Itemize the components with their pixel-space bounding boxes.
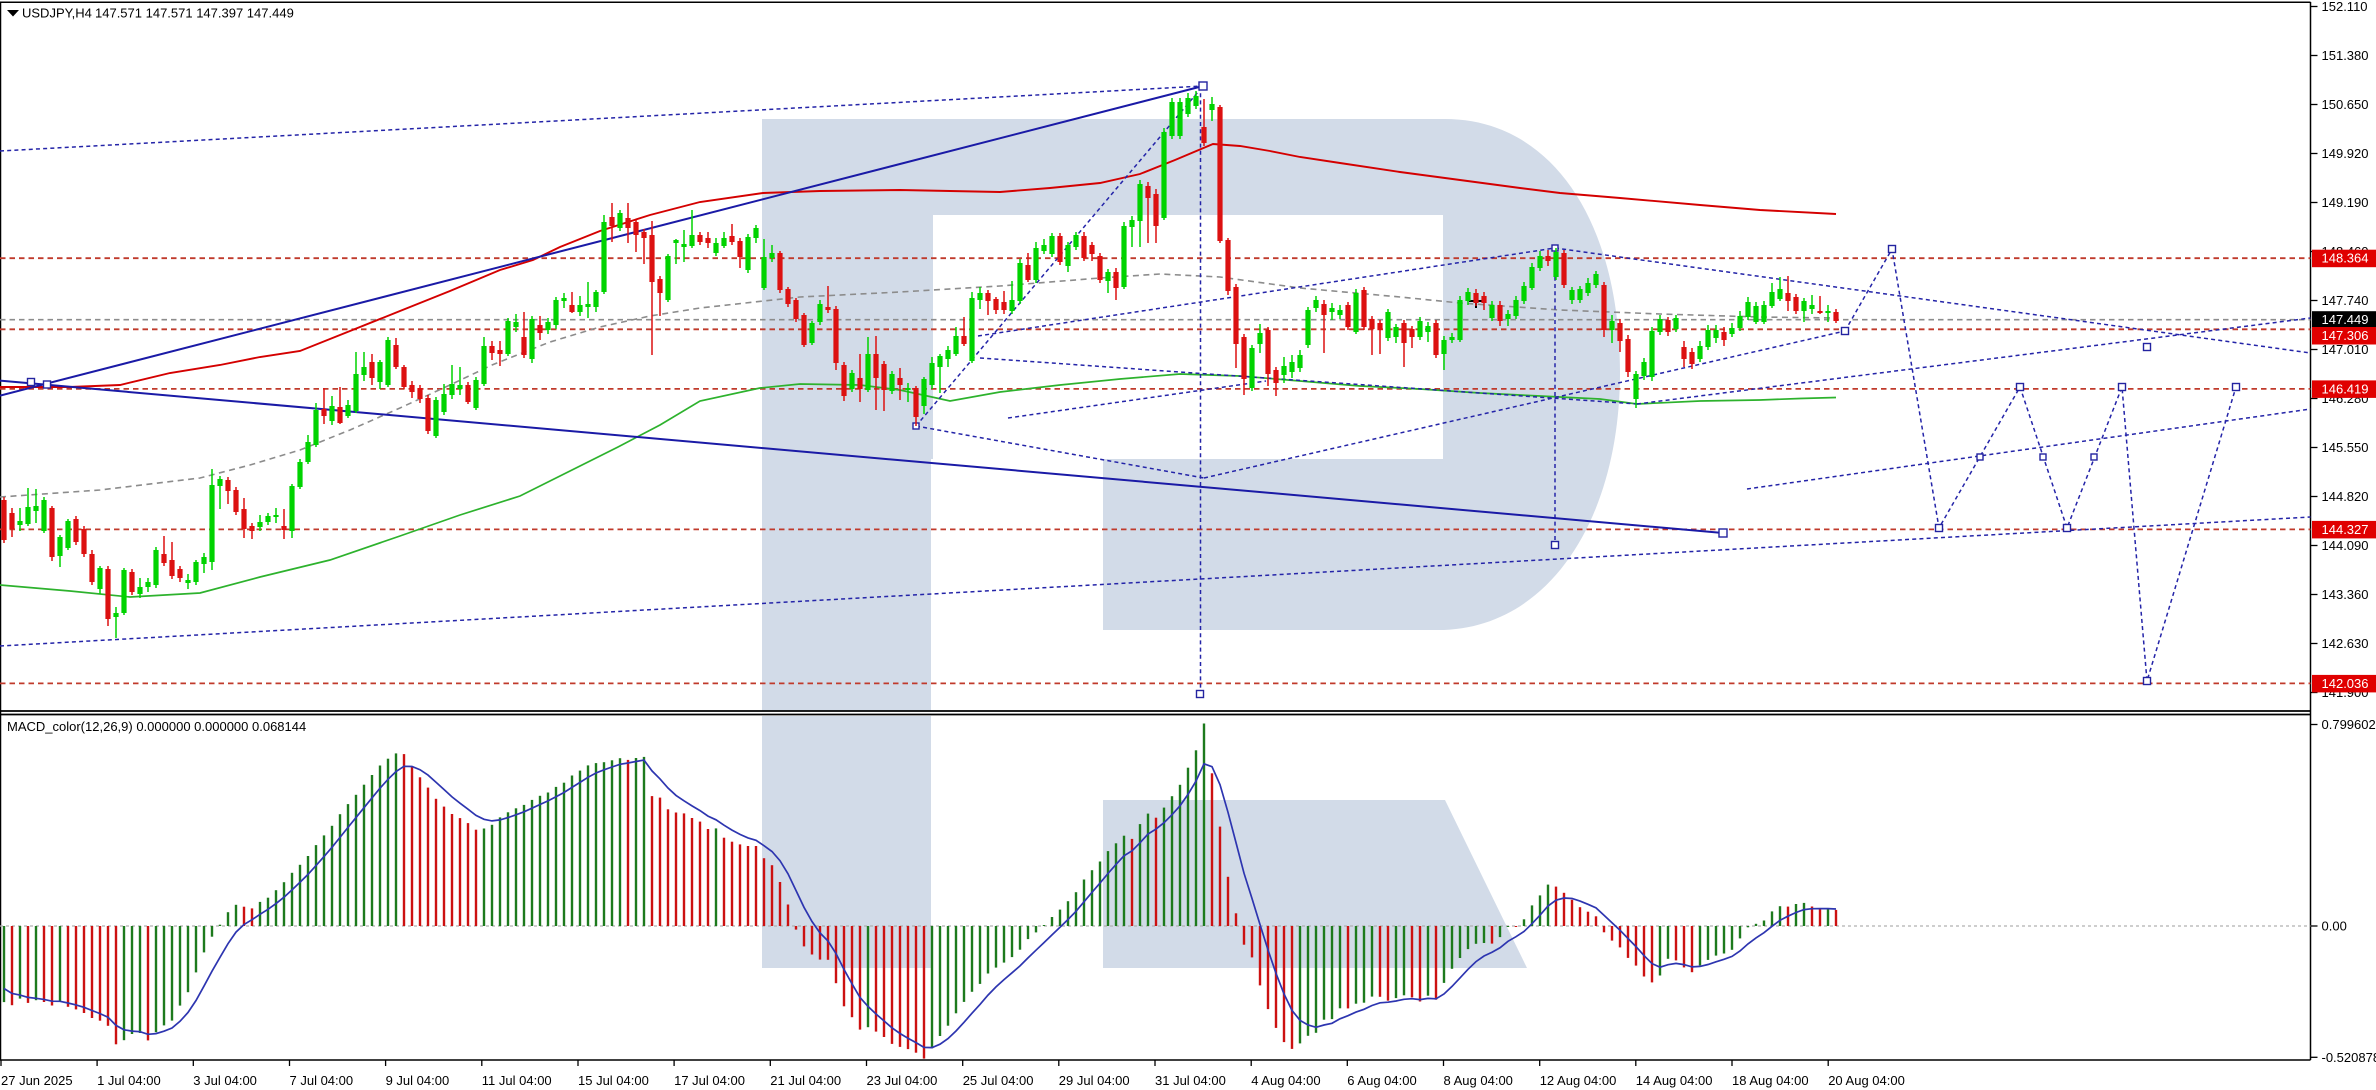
svg-text:144.327: 144.327 bbox=[2322, 522, 2369, 537]
svg-text:147.306: 147.306 bbox=[2322, 328, 2369, 343]
svg-text:7 Jul 04:00: 7 Jul 04:00 bbox=[290, 1073, 354, 1088]
svg-text:145.550: 145.550 bbox=[2322, 440, 2369, 455]
svg-text:9 Jul 04:00: 9 Jul 04:00 bbox=[386, 1073, 450, 1088]
svg-text:151.380: 151.380 bbox=[2322, 48, 2369, 63]
svg-text:147.571 147.571 147.397 147.44: 147.571 147.571 147.397 147.449 bbox=[95, 6, 294, 21]
svg-text:150.650: 150.650 bbox=[2322, 97, 2369, 112]
svg-text:0.00: 0.00 bbox=[2322, 919, 2347, 934]
svg-text:147.449: 147.449 bbox=[2322, 312, 2369, 327]
svg-text:18 Aug 04:00: 18 Aug 04:00 bbox=[1732, 1073, 1809, 1088]
svg-text:USDJPY,H4: USDJPY,H4 bbox=[22, 6, 92, 21]
svg-text:142.036: 142.036 bbox=[2322, 676, 2369, 691]
svg-text:21 Jul 04:00: 21 Jul 04:00 bbox=[770, 1073, 841, 1088]
svg-text:15 Jul 04:00: 15 Jul 04:00 bbox=[578, 1073, 649, 1088]
svg-text:12 Aug 04:00: 12 Aug 04:00 bbox=[1540, 1073, 1617, 1088]
svg-text:0.799602: 0.799602 bbox=[2322, 717, 2376, 732]
svg-text:23 Jul 04:00: 23 Jul 04:00 bbox=[867, 1073, 938, 1088]
svg-text:144.090: 144.090 bbox=[2322, 538, 2369, 553]
svg-text:143.360: 143.360 bbox=[2322, 587, 2369, 602]
svg-text:17 Jul 04:00: 17 Jul 04:00 bbox=[674, 1073, 745, 1088]
svg-text:4 Aug 04:00: 4 Aug 04:00 bbox=[1251, 1073, 1320, 1088]
svg-text:144.820: 144.820 bbox=[2322, 489, 2369, 504]
svg-text:14 Aug 04:00: 14 Aug 04:00 bbox=[1636, 1073, 1713, 1088]
svg-text:149.190: 149.190 bbox=[2322, 195, 2369, 210]
svg-text:152.110: 152.110 bbox=[2322, 0, 2368, 14]
svg-text:29 Jul 04:00: 29 Jul 04:00 bbox=[1059, 1073, 1130, 1088]
svg-text:27 Jun 2025: 27 Jun 2025 bbox=[1, 1073, 73, 1088]
svg-text:1 Jul 04:00: 1 Jul 04:00 bbox=[97, 1073, 161, 1088]
svg-text:146.419: 146.419 bbox=[2322, 381, 2369, 396]
svg-text:149.920: 149.920 bbox=[2322, 146, 2369, 161]
svg-text:148.364: 148.364 bbox=[2322, 251, 2369, 266]
svg-text:147.740: 147.740 bbox=[2322, 293, 2369, 308]
svg-text:142.630: 142.630 bbox=[2322, 636, 2369, 651]
svg-text:6 Aug 04:00: 6 Aug 04:00 bbox=[1347, 1073, 1416, 1088]
svg-text:31 Jul 04:00: 31 Jul 04:00 bbox=[1155, 1073, 1226, 1088]
svg-text:11 Jul 04:00: 11 Jul 04:00 bbox=[482, 1073, 552, 1088]
svg-text:20 Aug 04:00: 20 Aug 04:00 bbox=[1828, 1073, 1905, 1088]
svg-text:MACD_color(12,26,9) 0.000000 0: MACD_color(12,26,9) 0.000000 0.000000 0.… bbox=[7, 719, 306, 734]
svg-text:147.010: 147.010 bbox=[2322, 342, 2369, 357]
svg-text:25 Jul 04:00: 25 Jul 04:00 bbox=[963, 1073, 1034, 1088]
svg-text:8 Aug 04:00: 8 Aug 04:00 bbox=[1444, 1073, 1513, 1088]
svg-text:3 Jul 04:00: 3 Jul 04:00 bbox=[193, 1073, 257, 1088]
svg-text:-0.520878: -0.520878 bbox=[2322, 1050, 2376, 1065]
